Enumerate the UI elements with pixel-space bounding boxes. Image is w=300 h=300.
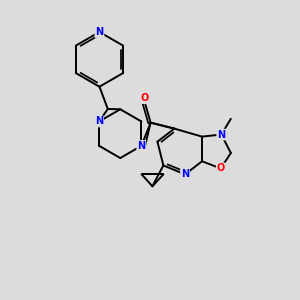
Text: N: N: [95, 116, 103, 127]
Text: O: O: [217, 164, 225, 173]
Text: N: N: [95, 116, 103, 127]
Text: N: N: [95, 27, 104, 37]
Text: O: O: [140, 93, 149, 103]
Text: N: N: [95, 27, 104, 37]
Text: N: N: [217, 130, 225, 140]
Text: N: N: [137, 141, 146, 151]
Text: O: O: [217, 164, 225, 173]
Text: N: N: [217, 130, 225, 140]
Text: N: N: [137, 141, 146, 151]
Text: N: N: [181, 169, 189, 179]
Text: N: N: [181, 169, 189, 179]
Text: O: O: [140, 93, 149, 103]
